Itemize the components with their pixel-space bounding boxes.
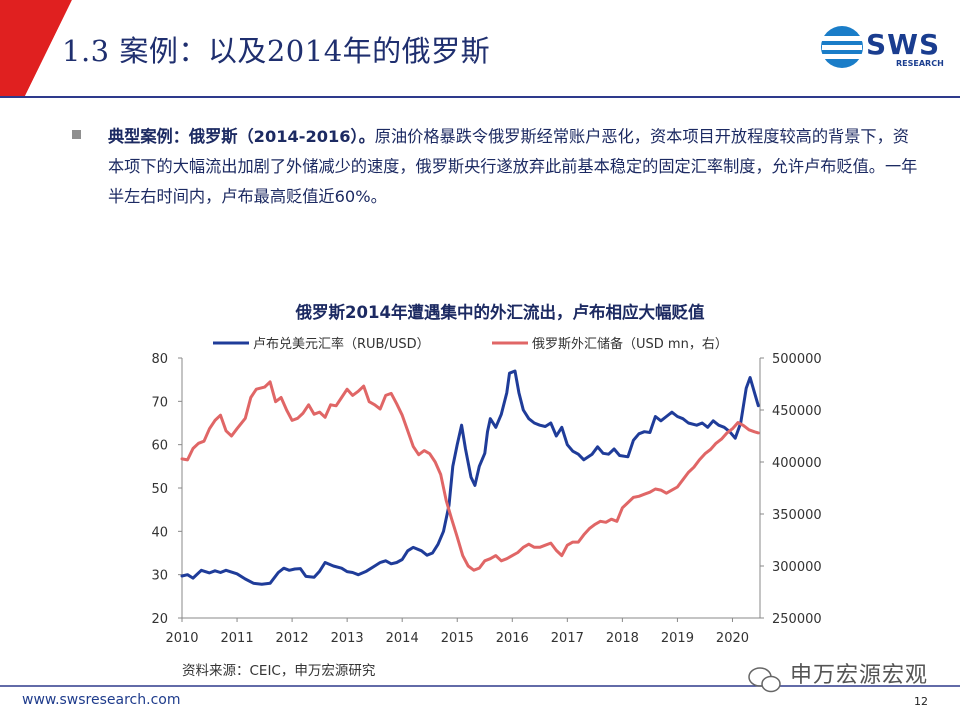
y-right-tick-label: 300000 (772, 560, 822, 575)
fx-reserves-series-line (180, 380, 760, 572)
source-note: 资料来源：CEIC，申万宏源研究 (182, 663, 376, 679)
y-left-tick-label: 50 (151, 482, 168, 497)
bullet-body: 原油价格暴跌令俄罗斯经常账户恶化，资本项目开放程度较高的背景下，资本项下的大幅流… (108, 127, 918, 206)
x-tick-label: 2014 (386, 631, 419, 646)
x-tick-label: 2012 (276, 631, 309, 646)
footer-url[interactable]: www.swsresearch.com (22, 692, 181, 708)
x-tick-label: 2011 (221, 631, 254, 646)
legend-rub-label: 卢布兑美元汇率（RUB/USD） (253, 336, 430, 352)
rub-usd-series-line (180, 369, 760, 586)
x-tick-label: 2019 (661, 631, 694, 646)
bullet-square-icon (72, 130, 81, 139)
y-left-tick-label: 40 (151, 525, 168, 540)
y-right-tick-label: 250000 (772, 612, 822, 627)
title-divider (0, 96, 960, 98)
white-stripe (25, 0, 84, 96)
y-left-tick-label: 20 (151, 612, 168, 627)
y-right-tick-label: 450000 (772, 404, 822, 419)
logo-subtitle: RESEARCH (896, 59, 944, 68)
x-tick-label: 2010 (165, 631, 198, 646)
y-left-tick-label: 60 (151, 439, 168, 454)
bullet-paragraph: 典型案例：俄罗斯（2014-2016）。原油价格暴跌令俄罗斯经常账户恶化，资本项… (108, 122, 923, 212)
red-corner-wedge (0, 0, 72, 96)
logo-wordmark: SWS (866, 28, 941, 61)
y-left-tick-label: 70 (151, 395, 168, 410)
y-left-tick-label: 30 (151, 569, 168, 584)
slide-title: 1.3 案例：以及2014年的俄罗斯 (62, 34, 491, 68)
x-tick-label: 2017 (551, 631, 584, 646)
sws-logo-emblem (821, 26, 863, 68)
legend-reserves-label: 俄罗斯外汇储备（USD mn，右） (532, 336, 728, 352)
y-left-tick-label: 80 (151, 352, 168, 367)
x-tick-label: 2013 (331, 631, 364, 646)
y-right-tick-label: 400000 (772, 456, 822, 471)
page-number: 12 (914, 695, 928, 708)
x-tick-label: 2016 (496, 631, 529, 646)
watermark-text: 申万宏源宏观 (790, 663, 929, 688)
bullet-highlight: 典型案例：俄罗斯（2014-2016）。 (108, 127, 375, 146)
x-tick-label: 2020 (716, 631, 749, 646)
y-right-tick-label: 500000 (772, 352, 822, 367)
title-decoration (0, 0, 863, 96)
x-tick-label: 2015 (441, 631, 474, 646)
y-right-tick-label: 350000 (772, 508, 822, 523)
chart-title: 俄罗斯2014年遭遇集中的外汇流出，卢布相应大幅贬值 (295, 303, 705, 322)
x-tick-label: 2018 (606, 631, 639, 646)
